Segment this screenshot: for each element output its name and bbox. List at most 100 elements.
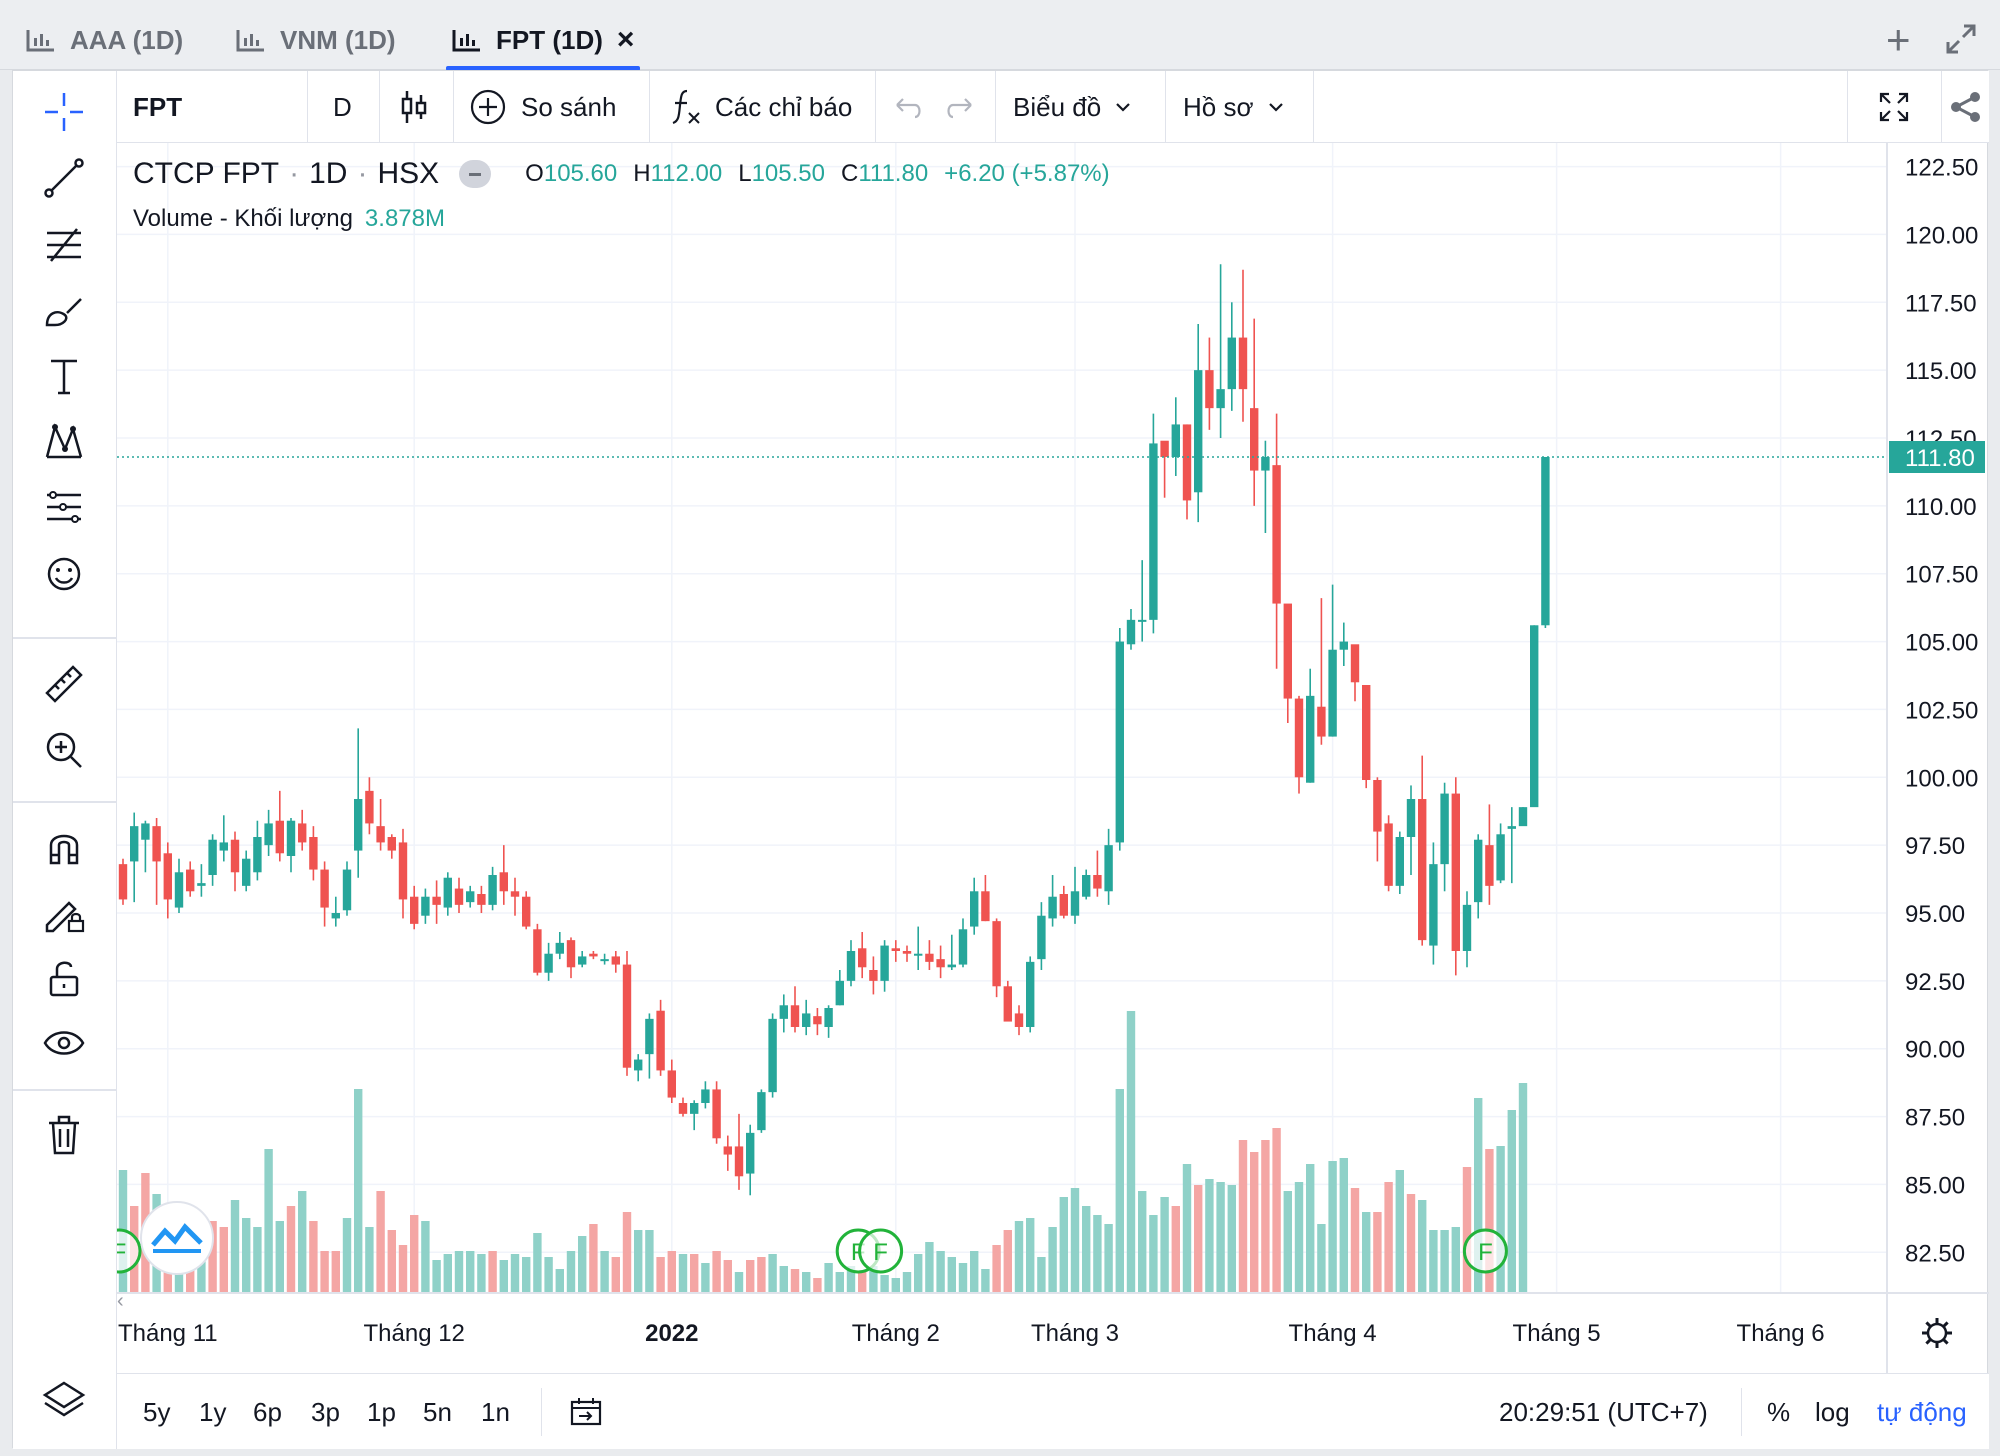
candle-body bbox=[768, 1018, 777, 1093]
volume-bar bbox=[522, 1257, 531, 1293]
undo-icon bbox=[896, 98, 921, 119]
zoom-in-icon[interactable] bbox=[39, 725, 89, 775]
eye-icon[interactable] bbox=[39, 1019, 89, 1069]
symbol-search-input[interactable]: FPT bbox=[133, 91, 183, 122]
volume-bar bbox=[701, 1263, 710, 1293]
event-marker bbox=[117, 1228, 142, 1274]
candle-body bbox=[510, 891, 520, 897]
volume-bar bbox=[1362, 1212, 1371, 1293]
volume-bar bbox=[600, 1251, 609, 1293]
range-1m[interactable]: 1p bbox=[367, 1396, 396, 1427]
trend-line-icon[interactable] bbox=[39, 153, 89, 203]
tab-vnm[interactable]: VNM (1D) bbox=[236, 18, 396, 62]
candle-body bbox=[958, 929, 968, 965]
candle-body bbox=[835, 980, 844, 1006]
candle-body bbox=[253, 837, 262, 873]
close-tab-icon[interactable]: × bbox=[616, 23, 635, 56]
tab-label: FPT (1D) bbox=[496, 24, 603, 55]
legend-close: C111.80 bbox=[840, 160, 929, 187]
volume-bar bbox=[1149, 1215, 1158, 1293]
expand-window-icon[interactable] bbox=[1944, 22, 1978, 56]
hide-legend-icon[interactable] bbox=[459, 160, 492, 188]
range-5y[interactable]: 5y bbox=[143, 1396, 171, 1427]
magnet-icon[interactable] bbox=[39, 821, 89, 871]
toolbar-divider bbox=[541, 1388, 542, 1436]
price-tick-label: 90.00 bbox=[1905, 1037, 1965, 1064]
add-tab-icon[interactable]: + bbox=[1886, 16, 1911, 63]
text-icon[interactable] bbox=[39, 351, 89, 401]
auto-scale-toggle[interactable]: tự động bbox=[1877, 1396, 1967, 1427]
candle-body bbox=[1104, 845, 1113, 892]
settings-icon[interactable] bbox=[1922, 1318, 1952, 1348]
candle-body bbox=[141, 823, 150, 840]
log-scale-toggle[interactable]: log bbox=[1815, 1396, 1850, 1427]
candle-body bbox=[1037, 915, 1046, 960]
price-chart[interactable]: FFFF‹ 122.50120.00117.50115.00112.50110.… bbox=[117, 143, 1989, 1373]
time-tick-label: Tháng 3 bbox=[1031, 1320, 1119, 1347]
range-6m[interactable]: 6p bbox=[253, 1396, 282, 1427]
lock-icon[interactable] bbox=[39, 953, 89, 1003]
candle-body bbox=[869, 970, 878, 981]
undo-button[interactable] bbox=[893, 71, 923, 143]
chart-menu-button[interactable]: Biểu đồ bbox=[1013, 71, 1131, 143]
toolbar-divider bbox=[453, 71, 454, 143]
volume-bar bbox=[1350, 1188, 1360, 1293]
chart-pane[interactable]: FFFF‹ 122.50120.00117.50115.00112.50110.… bbox=[117, 143, 1989, 1373]
redo-button[interactable] bbox=[945, 71, 975, 143]
candle-body bbox=[1205, 370, 1214, 409]
emoji-icon[interactable] bbox=[39, 549, 89, 599]
trash-icon[interactable] bbox=[39, 1109, 89, 1159]
candle-body bbox=[477, 894, 486, 905]
indicators-button[interactable]: Các chỉ báo bbox=[669, 71, 852, 143]
candle-body bbox=[219, 842, 228, 851]
volume-bar bbox=[443, 1254, 452, 1293]
candle-body bbox=[1126, 619, 1136, 645]
tab-bar: AAA (1D) VNM (1D) FPT (1D) × + bbox=[0, 0, 2000, 71]
tab-fpt[interactable]: FPT (1D) × bbox=[445, 18, 641, 71]
fullscreen-button[interactable] bbox=[1877, 71, 1911, 143]
compare-button[interactable]: So sánh bbox=[469, 71, 616, 143]
volume-bar bbox=[1294, 1182, 1304, 1293]
candle-body bbox=[589, 953, 598, 957]
price-tick-label: 107.50 bbox=[1905, 562, 1978, 589]
volume-bar bbox=[925, 1242, 934, 1293]
candle-body bbox=[488, 875, 497, 905]
volume-bar bbox=[690, 1254, 699, 1293]
candle-body bbox=[667, 1070, 676, 1098]
share-button[interactable] bbox=[1949, 71, 1983, 143]
chart-tab-icon bbox=[26, 30, 54, 52]
layers-icon[interactable] bbox=[39, 1375, 89, 1425]
volume-bar bbox=[387, 1230, 396, 1293]
clock-label[interactable]: 20:29:51 (UTC+7) bbox=[1499, 1396, 1708, 1427]
chart-type-button[interactable] bbox=[399, 71, 429, 143]
ruler-icon[interactable] bbox=[39, 659, 89, 709]
range-3m[interactable]: 3p bbox=[311, 1396, 340, 1427]
candle-body bbox=[1070, 891, 1080, 916]
fib-icon[interactable] bbox=[39, 219, 89, 269]
interval-button[interactable]: D bbox=[333, 91, 352, 122]
candle-body bbox=[790, 1005, 800, 1027]
range-1d[interactable]: 1n bbox=[481, 1396, 510, 1427]
volume-bar bbox=[1070, 1188, 1080, 1293]
range-1y[interactable]: 1y bbox=[199, 1396, 227, 1427]
volume-bar bbox=[835, 1272, 844, 1293]
profile-menu-button[interactable]: Hồ sơ bbox=[1183, 71, 1284, 143]
range-5d[interactable]: 5n bbox=[423, 1396, 452, 1427]
go-to-date-button[interactable] bbox=[569, 1374, 603, 1450]
percent-scale-toggle[interactable]: % bbox=[1767, 1396, 1791, 1427]
lock-drawing-icon[interactable] bbox=[39, 887, 89, 937]
volume-value: 3.878M bbox=[364, 205, 445, 232]
brush-icon[interactable] bbox=[39, 285, 89, 335]
crosshair-icon[interactable] bbox=[39, 87, 89, 137]
forecast-icon[interactable] bbox=[39, 483, 89, 533]
candle-body bbox=[320, 869, 329, 908]
candle-body bbox=[712, 1089, 721, 1139]
tab-aaa[interactable]: AAA (1D) bbox=[26, 18, 183, 62]
chevron-down-icon bbox=[1268, 103, 1283, 112]
volume-bar bbox=[286, 1206, 296, 1293]
candle-body bbox=[1294, 698, 1304, 778]
volume-bar bbox=[544, 1257, 553, 1293]
pattern-icon[interactable] bbox=[39, 417, 89, 467]
candle-body bbox=[376, 826, 385, 843]
